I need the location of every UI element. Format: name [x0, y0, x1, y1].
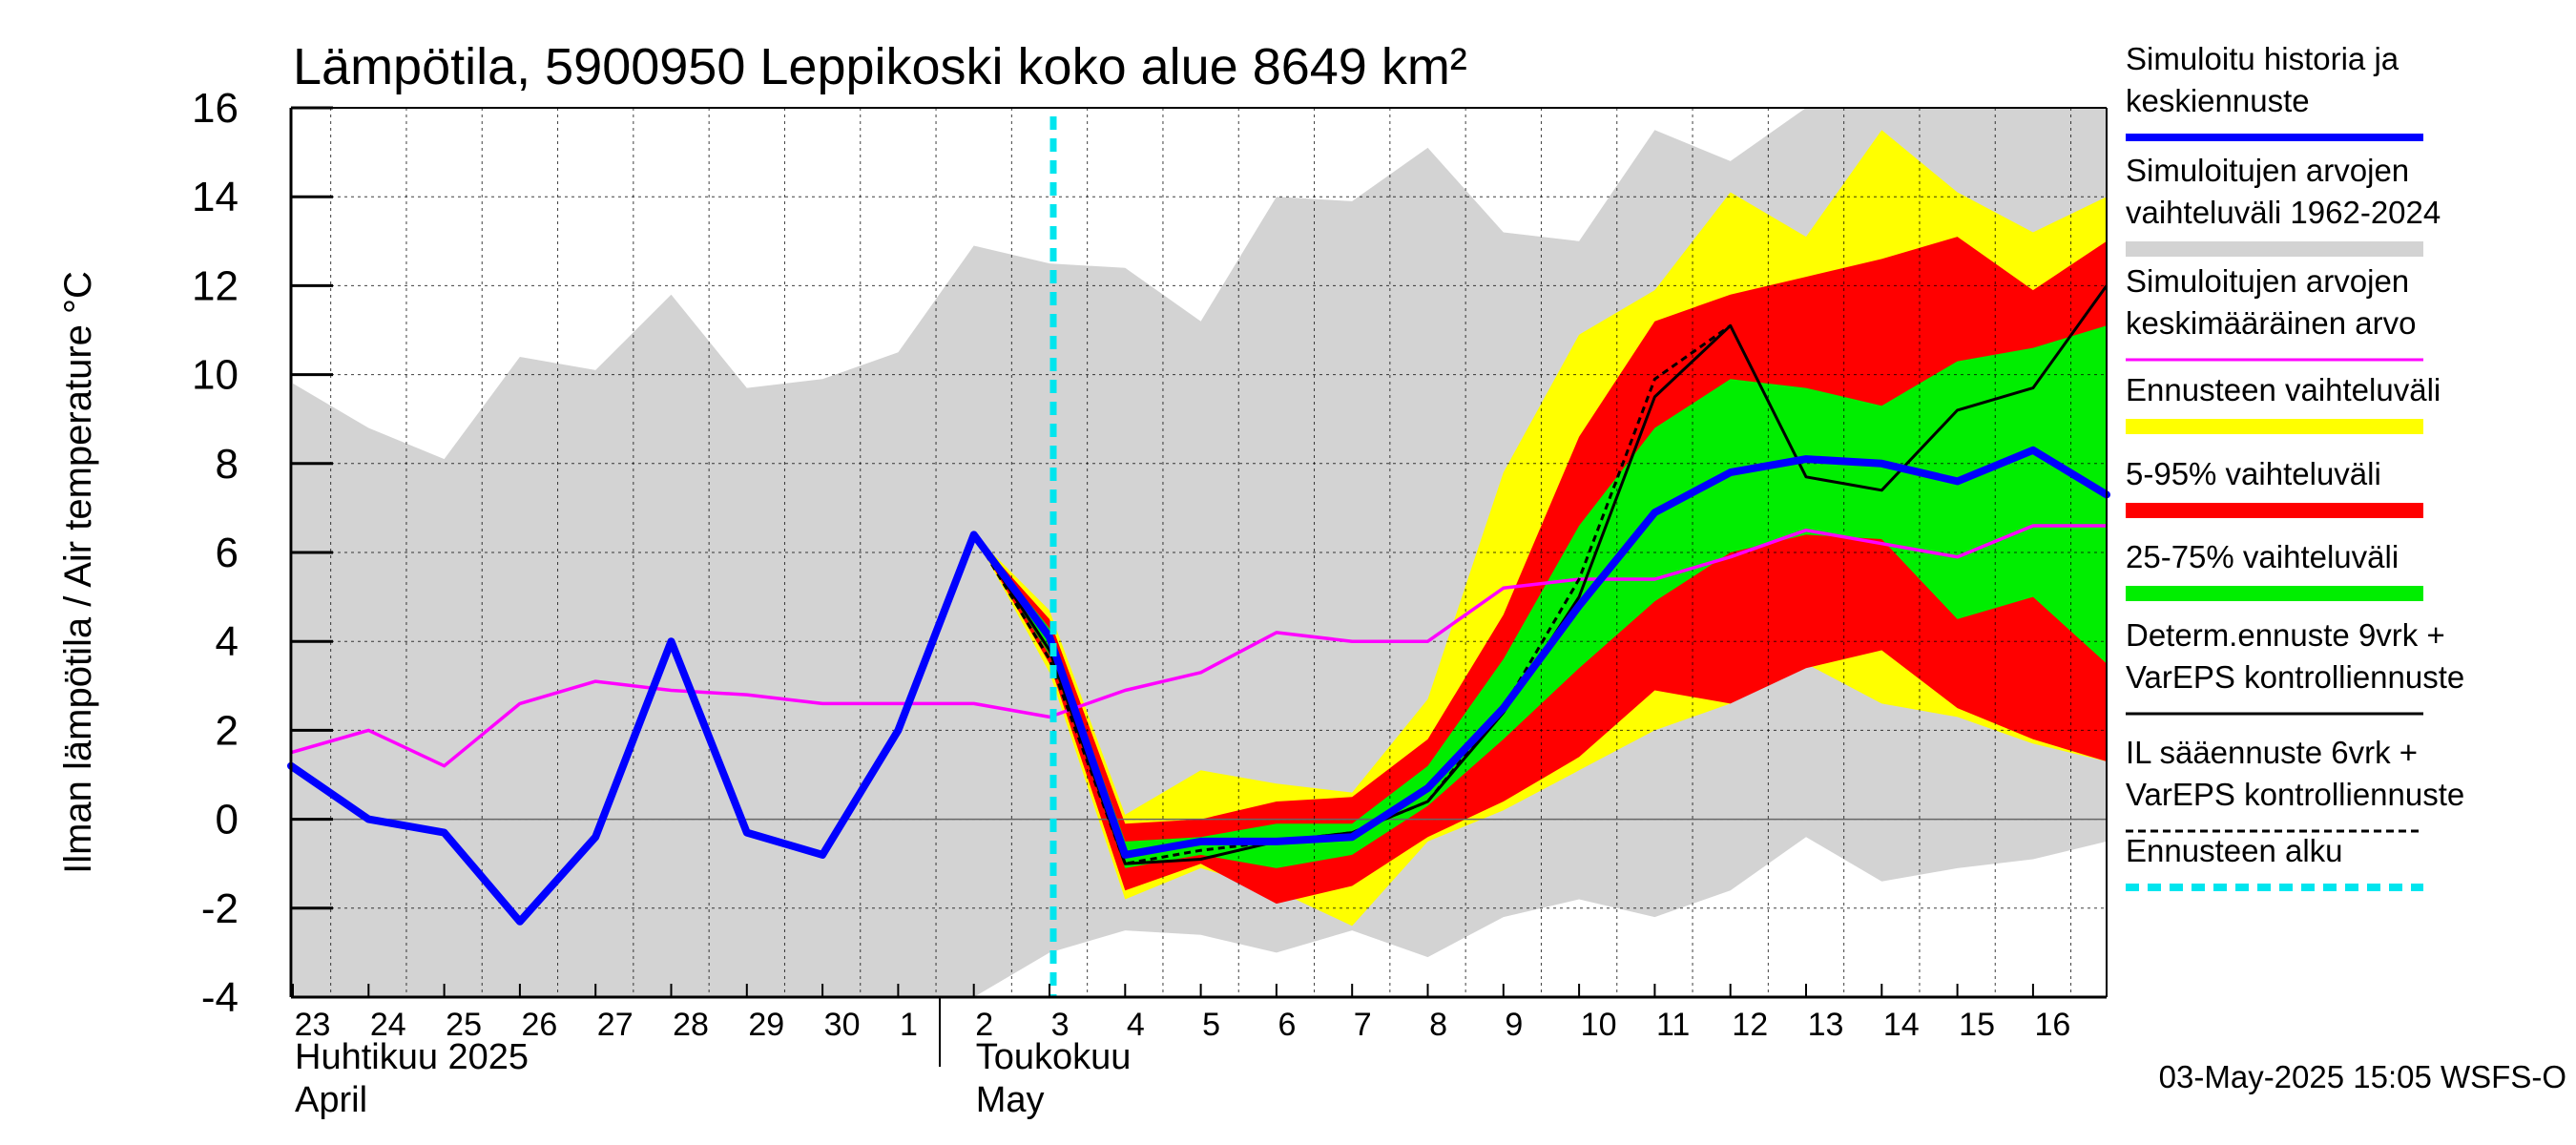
legend-label: 5-95% vaihteluväli: [2126, 456, 2381, 491]
chart-title: Lämpötila, 5900950 Leppikoski koko alue …: [293, 38, 1467, 95]
legend-label: VarEPS kontrolliennuste: [2126, 777, 2464, 812]
y-tick-label: -4: [201, 974, 239, 1021]
y-tick-label: 6: [216, 530, 239, 576]
y-tick-label: 10: [192, 352, 239, 399]
legend-label: keskimääräinen arvo: [2126, 305, 2416, 341]
x-tick-label: 6: [1278, 1007, 1296, 1043]
x-tick-label: 15: [1959, 1007, 1995, 1043]
x-tick-label: 13: [1808, 1007, 1844, 1043]
line-simulated: [287, 446, 2110, 926]
y-tick-label: 12: [192, 262, 239, 309]
x-tick-label: 12: [1732, 1007, 1768, 1043]
legend-label: vaihteluväli 1962-2024: [2126, 195, 2441, 230]
legend-label: Simuloitujen arvojen: [2126, 263, 2409, 299]
series-lines: [287, 116, 2110, 997]
legend-label: Simuloitujen arvojen: [2126, 153, 2409, 188]
x-tick-label: 27: [597, 1007, 634, 1043]
x-tick-label: 16: [2034, 1007, 2070, 1043]
month-label-en: April: [295, 1080, 367, 1120]
x-tick-label: 25: [446, 1007, 482, 1043]
legend-label: Ennusteen alku: [2126, 833, 2343, 868]
legend-label: IL sääennuste 6vrk +: [2126, 735, 2418, 770]
legend: Simuloitu historia ja keskiennuste Simuloi…: [2126, 41, 2464, 891]
y-tick-label: 8: [216, 441, 239, 488]
line-mean-historical: [290, 524, 2107, 768]
footer-timestamp: 03-May-2025 15:05 WSFS-O: [2159, 1059, 2566, 1094]
x-tick-label: 4: [1127, 1007, 1145, 1043]
y-tick-label: 4: [216, 618, 239, 665]
x-tick-label: 29: [748, 1007, 784, 1043]
x-tick-label: 7: [1354, 1007, 1372, 1043]
y-tick-label: 2: [216, 707, 239, 754]
month-label: Toukokuu: [976, 1037, 1132, 1077]
y-tick-label: 14: [192, 174, 239, 220]
y-axis-label: Ilman lämpötila / Air temperature °C: [57, 271, 99, 874]
legend-label: keskiennuste: [2126, 83, 2310, 118]
grid-lines: [291, 108, 2107, 997]
x-tick-label: 9: [1505, 1007, 1523, 1043]
y-tick-label: 0: [216, 797, 239, 843]
legend-label: Determ.ennuste 9vrk +: [2126, 617, 2445, 653]
x-tick-label: 26: [521, 1007, 557, 1043]
legend-label: Ennusteen vaihteluväli: [2126, 372, 2441, 407]
x-tick-label: 3: [1051, 1007, 1070, 1043]
x-tick-label: 14: [1883, 1007, 1920, 1043]
legend-label: VarEPS kontrolliennuste: [2126, 659, 2464, 695]
x-tick-label: 2: [975, 1007, 993, 1043]
legend-label: 25-75% vaihteluväli: [2126, 539, 2399, 574]
y-tick-label: 16: [192, 85, 239, 132]
x-tick-label: 24: [370, 1007, 406, 1043]
x-tick-label: 1: [900, 1007, 918, 1043]
x-tick-label: 5: [1202, 1007, 1220, 1043]
x-tick-label: 30: [824, 1007, 861, 1043]
y-tick-label: -2: [201, 885, 239, 932]
x-tick-label: 11: [1656, 1007, 1690, 1043]
month-label-en: May: [976, 1080, 1045, 1120]
x-tick-label: 28: [673, 1007, 709, 1043]
x-tick-label: 8: [1429, 1007, 1447, 1043]
legend-label: Simuloitu historia ja: [2126, 41, 2399, 76]
x-tick-label: 10: [1581, 1007, 1617, 1043]
month-label: Huhtikuu 2025: [295, 1037, 529, 1077]
axes: [289, 106, 2108, 1067]
x-tick-label: 23: [295, 1007, 331, 1043]
